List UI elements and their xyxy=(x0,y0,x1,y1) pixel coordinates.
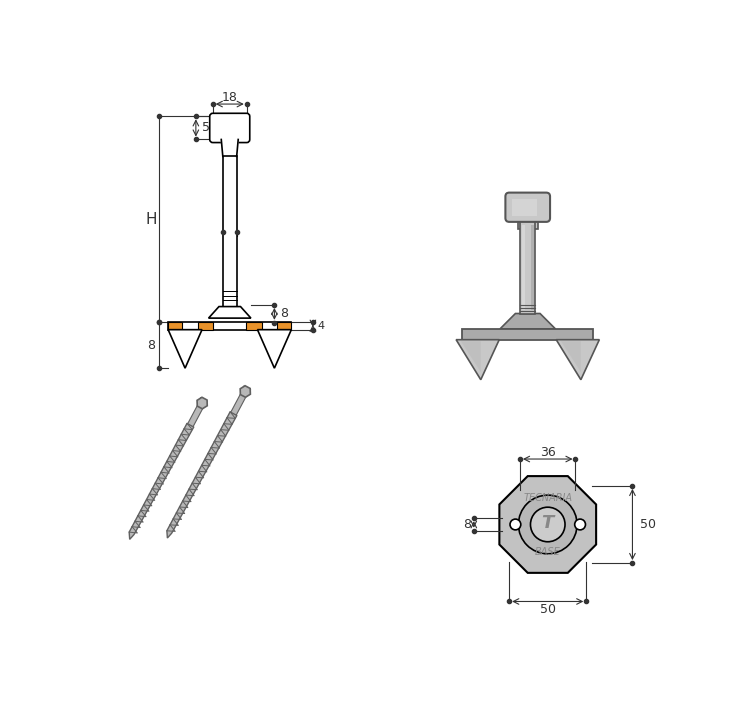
Text: 50: 50 xyxy=(539,603,556,616)
Bar xyxy=(247,322,261,330)
Text: 12: 12 xyxy=(222,219,238,232)
Polygon shape xyxy=(499,476,596,573)
Text: 4: 4 xyxy=(317,321,325,331)
Bar xyxy=(168,322,291,330)
Polygon shape xyxy=(561,341,581,372)
Polygon shape xyxy=(241,386,250,395)
Polygon shape xyxy=(460,341,481,372)
Bar xyxy=(518,215,538,229)
Text: T: T xyxy=(542,514,554,532)
Text: 8: 8 xyxy=(463,518,472,531)
Text: H: H xyxy=(145,212,157,227)
Polygon shape xyxy=(221,139,238,156)
Circle shape xyxy=(530,507,565,542)
Polygon shape xyxy=(240,386,250,397)
Bar xyxy=(277,322,291,330)
Polygon shape xyxy=(557,340,599,380)
Bar xyxy=(530,225,534,310)
Bar xyxy=(223,156,237,306)
Bar xyxy=(463,329,593,340)
Bar xyxy=(520,221,536,314)
Polygon shape xyxy=(209,306,251,318)
Text: 8: 8 xyxy=(148,338,155,351)
Circle shape xyxy=(519,495,577,554)
Text: 50: 50 xyxy=(640,518,656,531)
Polygon shape xyxy=(167,412,237,538)
Circle shape xyxy=(574,519,586,530)
Circle shape xyxy=(510,519,521,530)
Bar xyxy=(168,322,182,330)
Text: 5: 5 xyxy=(202,121,210,134)
Polygon shape xyxy=(198,398,208,407)
Text: TECNARIA: TECNARIA xyxy=(523,493,572,503)
Bar xyxy=(197,322,213,330)
Polygon shape xyxy=(456,340,499,380)
Bar xyxy=(513,199,537,216)
Text: BASE: BASE xyxy=(535,547,561,557)
Polygon shape xyxy=(500,314,556,329)
Polygon shape xyxy=(197,397,207,409)
Text: 8: 8 xyxy=(281,307,288,320)
Polygon shape xyxy=(231,392,247,415)
FancyBboxPatch shape xyxy=(505,192,550,222)
Polygon shape xyxy=(258,330,291,368)
Polygon shape xyxy=(129,423,194,539)
Polygon shape xyxy=(168,330,202,368)
FancyBboxPatch shape xyxy=(210,113,250,142)
Polygon shape xyxy=(188,404,204,427)
Text: 18: 18 xyxy=(222,91,238,105)
Bar xyxy=(522,225,525,310)
Text: 36: 36 xyxy=(540,446,556,460)
